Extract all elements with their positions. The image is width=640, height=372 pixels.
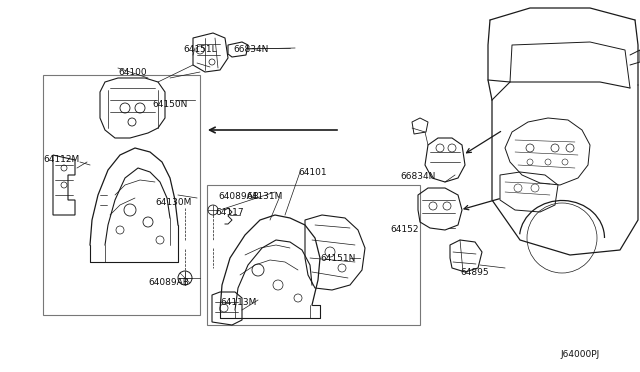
Text: 64150N: 64150N — [152, 100, 188, 109]
Bar — [43, 75, 200, 315]
Text: 64151L: 64151L — [183, 45, 216, 54]
Text: 64113M: 64113M — [220, 298, 257, 307]
Text: 64117: 64117 — [215, 208, 244, 217]
Text: 66834N: 66834N — [400, 172, 435, 181]
Text: 64089AB: 64089AB — [148, 278, 189, 287]
Text: 64100: 64100 — [118, 68, 147, 77]
Text: 64089AB: 64089AB — [218, 192, 259, 201]
Text: 64101: 64101 — [298, 168, 326, 177]
Text: 64152: 64152 — [390, 225, 419, 234]
Bar — [207, 185, 420, 325]
Text: 64151N: 64151N — [320, 254, 355, 263]
Text: 64131M: 64131M — [246, 192, 282, 201]
Text: J64000PJ: J64000PJ — [560, 350, 599, 359]
Text: 64112M: 64112M — [43, 155, 79, 164]
Text: 64895: 64895 — [460, 268, 488, 277]
Text: 66834N: 66834N — [233, 45, 268, 54]
Text: 64130M: 64130M — [155, 198, 191, 207]
